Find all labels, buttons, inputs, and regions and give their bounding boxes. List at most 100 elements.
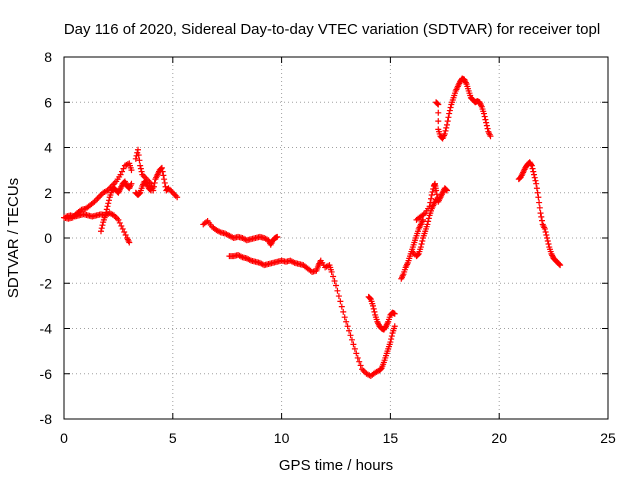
data-point-arc13 [557,262,564,269]
data-point-arc7 [351,345,358,352]
data-point-arc1 [120,165,127,172]
data-point-arc7 [331,277,338,284]
data-point-arc13 [530,168,537,175]
data-point-arc13 [543,231,550,238]
x-tick-label: 0 [60,430,68,446]
data-point-arc12 [483,122,490,129]
data-point-arc7 [347,332,354,339]
data-point-arc12 [443,121,450,128]
data-point-arc4 [132,155,139,162]
data-point-arc12 [480,110,487,117]
data-point-arc8 [367,295,374,302]
data-point-arc4 [138,168,145,175]
data-point-arc7 [341,314,348,321]
data-point-arc11 [443,186,450,193]
data-point-arc4 [137,162,144,169]
data-point-arc13 [538,213,545,220]
data-point-arc11 [433,187,440,194]
data-point-arc3 [97,228,104,235]
data-point-arc4 [174,194,181,201]
data-point-arc7 [328,268,335,275]
data-point-arc4 [150,183,157,190]
data-point-arc2 [116,219,123,226]
y-tick-label: 4 [44,140,52,156]
data-point-arc4 [136,157,143,164]
data-point-arc13 [534,189,541,196]
data-point-arc2 [119,225,126,232]
data-point-arc10 [425,218,432,225]
data-point-arc4 [158,165,165,172]
data-point-arc12 [481,113,488,120]
data-point-arc10 [425,215,432,222]
data-point-arc7 [337,298,344,305]
data-point-arc1 [128,167,135,174]
data-point-arc13 [537,210,544,217]
x-tick-label: 5 [169,430,177,446]
data-point-arc8 [369,302,376,309]
data-point-arc4 [151,179,158,186]
data-point-arc1 [119,168,126,175]
data-point-arc5 [147,186,154,193]
data-point-arc3 [103,206,110,213]
data-point-arc4 [160,172,167,179]
data-point-arc11 [433,191,440,198]
data-point-arc4 [135,152,142,159]
data-point-arc4 [158,164,165,171]
y-tick-label: -8 [40,411,53,427]
data-point-arc13 [544,238,551,245]
data-point-arc12 [435,101,442,108]
y-tick-label: 2 [44,185,52,201]
data-point-arc7 [333,282,339,289]
data-point-arc3 [103,209,110,216]
data-point-arc7 [357,362,364,369]
data-point-arc7 [354,354,361,361]
data-point-arc10 [424,221,431,228]
data-point-arc13 [531,171,538,178]
data-point-arc7 [344,323,351,330]
data-point-arc13 [536,204,543,211]
data-point-arc3 [104,203,111,210]
data-point-arc7 [343,318,350,325]
data-point-arc3 [105,200,112,207]
data-point-arc5 [136,190,143,197]
data-point-arc13 [532,177,539,184]
data-point-arc12 [446,107,453,114]
y-tick-label: 8 [44,49,52,65]
data-point-arc13 [528,162,535,169]
y-axis-label: SDTVAR / TECUs [5,178,22,298]
data-point-arc7 [330,273,337,280]
data-point-arc11 [427,199,434,206]
data-point-arc13 [542,228,549,235]
data-point-arc3 [98,225,105,232]
y-tick-label: -2 [40,275,53,291]
data-point-arc2 [121,228,128,235]
data-point-arc1 [117,171,124,178]
y-tick-label: -6 [40,366,53,382]
data-point-arc13 [545,241,552,248]
grid [64,57,608,419]
data-point-arc7 [346,327,353,334]
chart-title: Day 116 of 2020, Sidereal Day-to-day VTE… [64,21,600,38]
data-point-arc13 [536,199,543,206]
data-point-arc7 [387,339,394,346]
data-point-arc13 [531,174,538,181]
data-point-arc8 [391,310,398,317]
data-point-arc8 [370,305,377,312]
x-tick-label: 15 [383,430,399,446]
data-point-arc4 [161,176,168,183]
data-point-arc11 [443,187,450,194]
data-point-arc10 [417,244,424,251]
data-point-arc4 [137,165,144,172]
data-point-arc12 [435,118,442,125]
data-point-arc10 [419,238,426,245]
data-point-arc7 [391,323,398,330]
data-point-arc13 [533,180,540,187]
data-point-arc9 [420,216,427,223]
x-tick-label: 20 [491,430,507,446]
data-point-arc13 [535,194,542,201]
axis-ticks: 0 5 10 15 20 25 -8 -6 -4 -2 0 2 4 6 8 [40,49,616,446]
data-point-arc11 [429,188,436,195]
data-point-arc12 [435,109,442,116]
